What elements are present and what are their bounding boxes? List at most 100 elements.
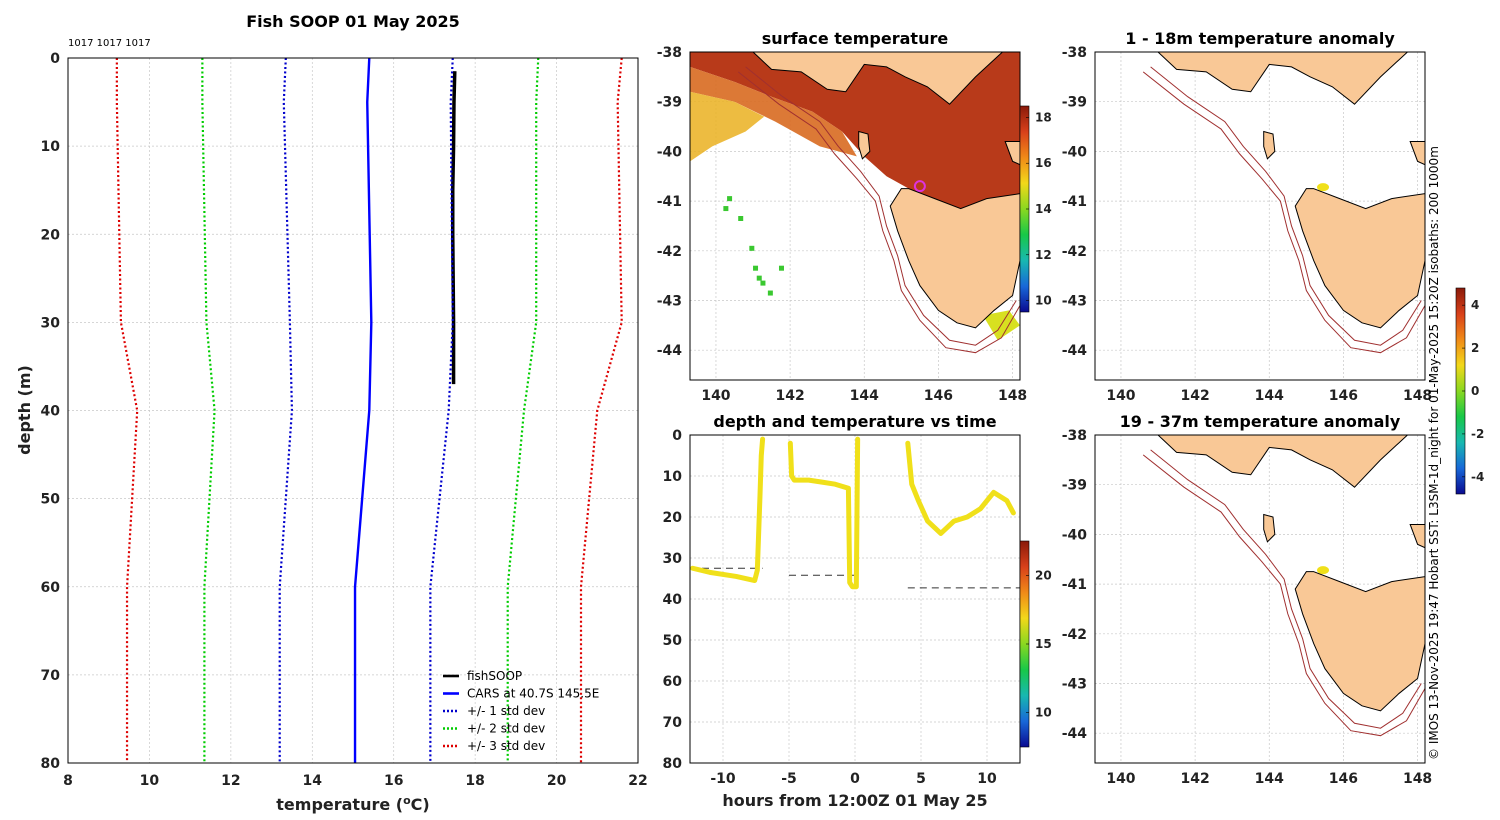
legend-entry: fishSOOP	[467, 669, 522, 683]
map-y-tick: -42	[1062, 627, 1087, 643]
flinders-island	[1409, 140, 1425, 166]
y-tick-label: 70	[663, 715, 683, 731]
series--3-std-dev-upper	[579, 57, 623, 763]
colorbar-tick-label: -4	[1471, 470, 1484, 484]
y-tick-label: 40	[663, 592, 683, 608]
colorbar-tick-label: 14	[1035, 202, 1052, 216]
x-tick-label: -5	[781, 771, 797, 787]
y-tick-label: 80	[41, 756, 61, 772]
map-y-tick: -44	[1062, 726, 1088, 742]
isobath-200m	[1150, 66, 1422, 346]
king-island	[1263, 130, 1276, 160]
series--3-std-dev-lower	[115, 58, 139, 763]
x-tick-label: 0	[850, 771, 860, 787]
legend-entry: CARS at 40.7S 145.5E	[467, 687, 599, 701]
map-y-tick: -38	[1062, 428, 1087, 444]
colorbar-tick-label: 0	[1471, 384, 1479, 398]
map-y-tick: -43	[1062, 293, 1087, 309]
anomaly-point	[1317, 566, 1330, 575]
map-y-tick: -42	[657, 244, 682, 260]
map-x-tick: 146	[924, 388, 953, 404]
sst-cool-field	[690, 91, 765, 162]
anomaly-deep-map: 140 142 144 146 148 -38 -39 -40 -41 -42 -43 -44	[1062, 428, 1432, 787]
sst-pixel	[760, 280, 766, 286]
sst-pixel	[738, 216, 744, 221]
map-x-tick: 146	[1329, 771, 1358, 787]
map-x-tick: 140	[1106, 771, 1135, 787]
depth-time-title: depth and temperature vs time	[713, 412, 996, 431]
sst-pixel	[727, 196, 733, 202]
anomaly-deep-panel: 19 - 37m temperature anomaly 140 142 144 14…	[1062, 412, 1432, 787]
depth-time-grid: -10 -5 0 5 10 0 10 20 30 40 50 60 70 80	[663, 428, 1020, 787]
map-content	[1095, 52, 1425, 380]
sst-pixel	[723, 206, 729, 212]
map-x-tick: 144	[1255, 388, 1284, 404]
sst-pixel	[749, 245, 755, 251]
map-x-tick: 148	[998, 388, 1027, 404]
tasmania-coast	[889, 188, 1020, 329]
profile-xlabel: temperature (oC)	[276, 794, 429, 814]
colorbar-tick-label: 2	[1471, 341, 1479, 355]
colorbar-tick-label: 10	[1035, 294, 1052, 308]
x-tick-label: 22	[628, 773, 647, 789]
y-tick-label: 60	[41, 580, 61, 596]
y-tick-label: 0	[672, 428, 682, 444]
map-y-tick: -39	[657, 95, 682, 111]
isobath-1000m	[1142, 454, 1425, 737]
map-y-tick: -41	[657, 194, 682, 210]
x-tick-label: 10	[977, 771, 997, 787]
sst-pixel	[756, 275, 762, 281]
map-y-tick: -40	[657, 144, 683, 160]
depth-time-xlabel: hours from 12:00Z 01 May 25	[722, 791, 987, 810]
depth-time-colorbar: 20 15 10	[1019, 540, 1052, 748]
x-tick-label: 14	[303, 773, 323, 789]
map-y-tick: -44	[657, 343, 683, 359]
y-tick-label: 0	[50, 51, 60, 67]
legend-entry: +/- 3 std dev	[467, 739, 545, 753]
sst-pixel	[753, 265, 759, 271]
sst-map-panel: surface temperature 140 142 144 146 148 -38 -3…	[657, 29, 1052, 404]
pressure-labels: 1017 1017 1017	[68, 38, 151, 49]
profile-legend: fishSOOP CARS at 40.7S 145.5E +/- 1 std de…	[443, 669, 599, 753]
mainland-coast	[1157, 52, 1425, 105]
y-tick-label: 20	[41, 227, 61, 243]
isobath-1000m	[1142, 71, 1425, 354]
map-y-tick: -44	[1062, 343, 1088, 359]
profile-series	[115, 57, 623, 763]
flinders-island	[1004, 140, 1020, 166]
profile-x-ticks: 8 10 12 14 16 18 20 22	[63, 773, 648, 789]
profile-xlabel-degree: o	[403, 794, 411, 807]
profile-y-ticks: 0 10 20 30 40 50 60 70 80	[41, 51, 61, 772]
profile-grid	[68, 58, 638, 763]
anomaly-point	[1317, 183, 1330, 192]
anomaly-shallow-map: 140 142 144 146 148 -38 -39 -40 -41 -42 -43 -44	[1062, 45, 1432, 404]
isobath-200m	[745, 66, 1017, 346]
map-y-tick: -40	[1062, 144, 1088, 160]
map-content	[1095, 435, 1425, 763]
depth-time-series	[690, 436, 1020, 590]
profile-ylabel: depth (m)	[15, 365, 34, 455]
tasmania-coast	[1294, 571, 1425, 712]
y-tick-label: 30	[663, 551, 683, 567]
profile-xlabel-main: temperature (	[276, 795, 403, 814]
map-x-tick: 140	[701, 388, 730, 404]
sst-mid-field	[690, 66, 857, 157]
anomaly-shallow-panel: 1 - 18m temperature anomaly 140 142 144 146…	[1062, 29, 1484, 495]
map-y-tick: -39	[1062, 95, 1087, 111]
x-tick-label: 5	[916, 771, 926, 787]
x-tick-label: 16	[384, 773, 403, 789]
profile-title: Fish SOOP 01 May 2025	[246, 12, 460, 31]
y-tick-label: 10	[41, 139, 61, 155]
map-y-tick: -42	[1062, 244, 1087, 260]
mainland-coast	[752, 52, 1020, 105]
y-tick-label: 50	[41, 492, 61, 508]
map-y-tick: -41	[1062, 577, 1087, 593]
y-tick-label: 80	[663, 756, 683, 772]
map-x-tick: 144	[1255, 771, 1284, 787]
series--2-std-dev-upper	[506, 57, 540, 763]
colorbar-tick-label: 20	[1035, 568, 1052, 582]
y-tick-label: 20	[663, 510, 683, 526]
series--1-std-dev-upper	[429, 57, 454, 763]
series--1-std-dev-lower	[278, 57, 294, 763]
